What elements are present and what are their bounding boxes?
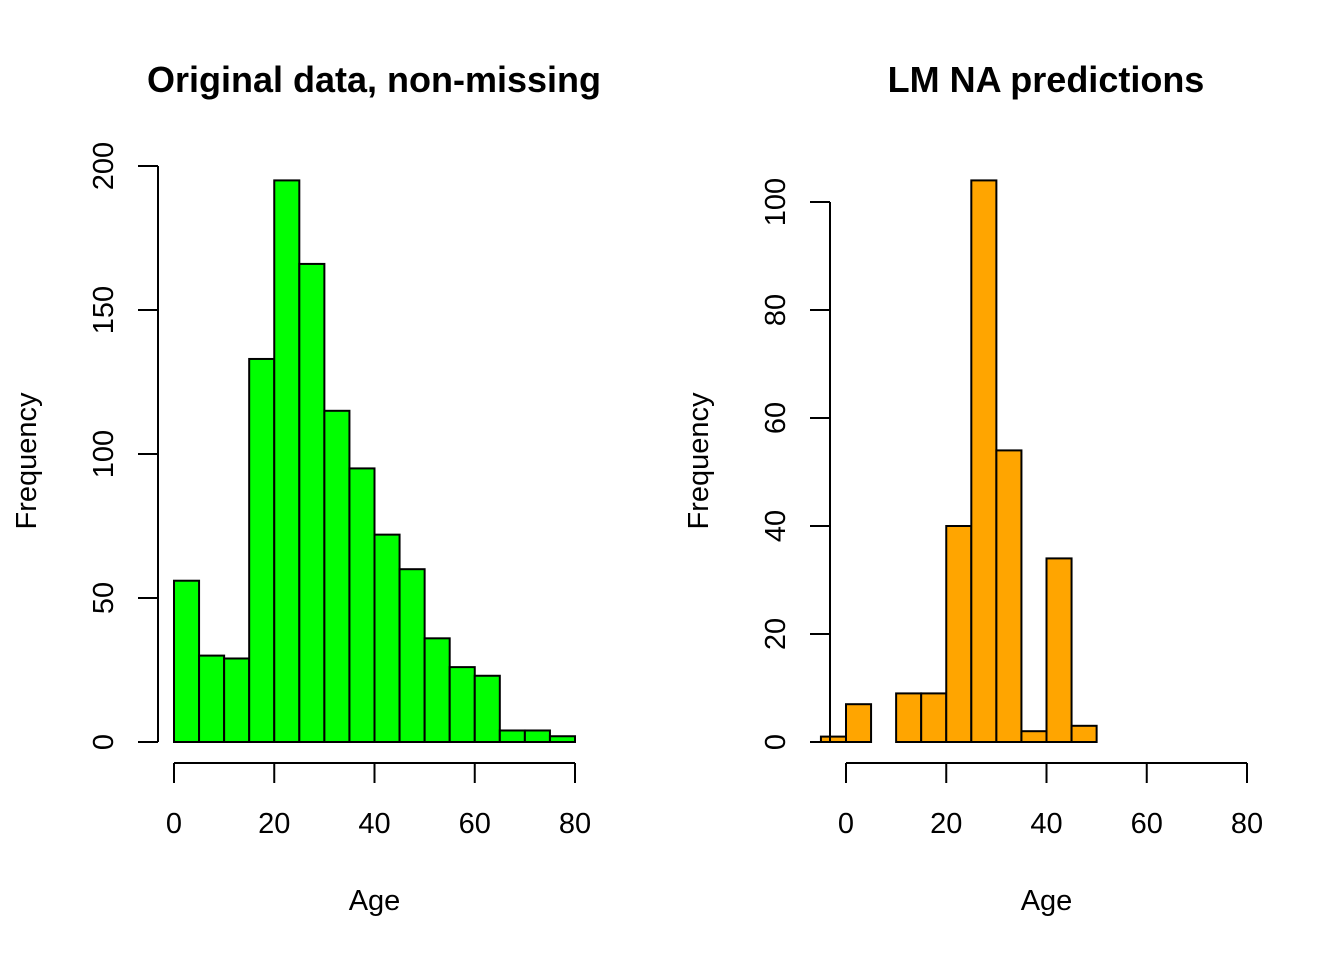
histogram-bar [198, 654, 226, 743]
histogram-bar [523, 729, 551, 743]
y-tick-label: 80 [760, 294, 792, 326]
histogram-bar [448, 666, 476, 743]
x-axis-label: Age [349, 885, 401, 917]
histogram-bar [1070, 724, 1098, 743]
y-tick-label: 0 [760, 734, 792, 750]
histogram-bar [548, 735, 576, 743]
y-tick-label: 100 [88, 430, 120, 478]
x-tick-label: 40 [1030, 808, 1062, 840]
histogram-bar [1020, 730, 1048, 744]
chart-title: Original data, non-missing [147, 59, 601, 100]
histogram-bar [920, 692, 948, 744]
y-axis-label: Frequency [683, 392, 715, 530]
y-tick-label: 60 [760, 402, 792, 434]
chart-title: LM NA predictions [888, 59, 1205, 100]
histogram-bar [398, 568, 426, 744]
y-tick-label: 0 [88, 734, 120, 750]
histogram-bar [970, 179, 998, 743]
histogram-bar [845, 703, 873, 744]
histogram-bar [423, 637, 451, 744]
y-tick-label: 40 [760, 510, 792, 542]
y-tick-label: 50 [88, 582, 120, 614]
x-tick-label: 80 [559, 808, 591, 840]
x-tick-label: 20 [930, 808, 962, 840]
histogram-bar [995, 449, 1023, 743]
histogram-bar [298, 262, 326, 743]
y-tick-label: 200 [88, 142, 120, 190]
panel-lm-na-predictions: LM NA predictions 0 20 40 60 80 0 20 40 60 80 100 Ag… [683, 59, 1263, 917]
histogram-bar [473, 674, 501, 744]
y-tick-label: 20 [760, 618, 792, 650]
histogram-bar [273, 179, 301, 743]
y-tick-label: 100 [760, 178, 792, 226]
x-tick-label: 0 [166, 808, 182, 840]
histogram-bar [373, 533, 401, 744]
histogram-bar [323, 409, 351, 743]
x-tick-label: 0 [838, 808, 854, 840]
x-axis-label: Age [1021, 885, 1073, 917]
x-tick-label: 40 [358, 808, 390, 840]
x-tick-label: 60 [459, 808, 491, 840]
y-tick-label: 150 [88, 286, 120, 334]
panel-original-data: Original data, non-missing 0 20 40 60 80 0 50 10… [11, 59, 601, 917]
y-axis-label: Frequency [11, 392, 43, 530]
histogram-bar [173, 579, 201, 743]
x-tick-label: 60 [1131, 808, 1163, 840]
x-tick-label: 80 [1231, 808, 1263, 840]
x-tick-label: 20 [258, 808, 290, 840]
histogram-bar [945, 525, 973, 743]
histogram-bar [1045, 557, 1073, 744]
histogram-bar [348, 467, 376, 743]
histogram-bar [248, 357, 276, 743]
histogram-bar [498, 729, 526, 743]
histogram-bar [895, 692, 923, 744]
histogram-bar [223, 657, 251, 743]
